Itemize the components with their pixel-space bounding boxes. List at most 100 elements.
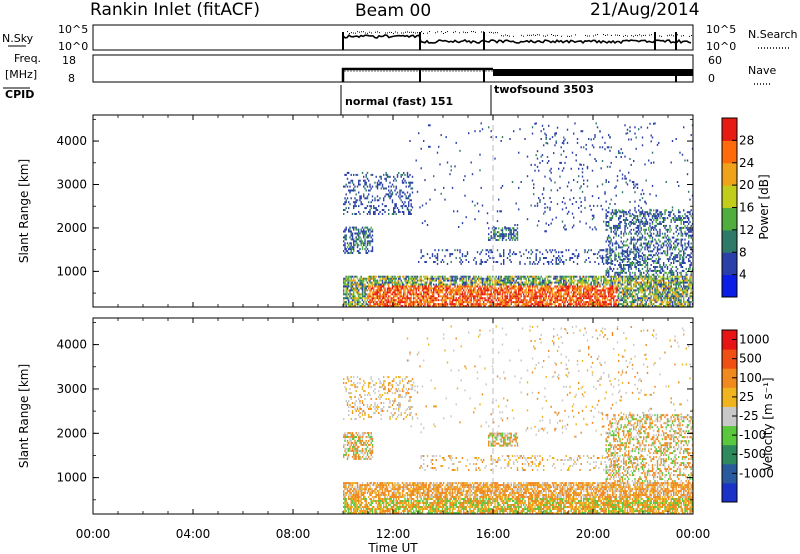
heatmap-cell xyxy=(500,279,502,282)
heatmap-cell xyxy=(535,301,537,304)
nsearch-dot xyxy=(553,34,554,36)
heatmap-cell xyxy=(470,295,472,298)
heatmap-cell xyxy=(370,297,372,300)
heatmap-cell xyxy=(671,279,674,282)
heatmap-cell xyxy=(533,285,535,288)
heatmap-cell xyxy=(490,299,492,302)
heatmap-cell xyxy=(399,189,401,192)
heatmap-cell xyxy=(631,305,634,307)
heatmap-cell xyxy=(479,293,481,296)
heatmap-cell xyxy=(624,297,626,300)
heatmap-cell xyxy=(535,293,537,296)
heatmap-cell xyxy=(464,293,466,296)
heatmap-cell xyxy=(550,261,552,263)
heatmap-cell xyxy=(534,291,536,294)
heatmap-cell xyxy=(564,301,566,304)
heatmap-cell xyxy=(633,248,635,251)
heatmap-cell xyxy=(590,305,592,307)
heatmap-cell xyxy=(394,283,396,286)
heatmap-cell xyxy=(611,215,614,218)
heatmap-cell xyxy=(503,251,505,254)
heatmap-cell xyxy=(411,289,414,292)
heatmap-cell xyxy=(475,285,477,288)
heatmap-cell xyxy=(516,227,519,230)
heatmap-cell xyxy=(641,299,644,302)
heatmap-cell xyxy=(394,205,396,208)
heatmap-cell xyxy=(406,171,409,174)
nsearch-dot xyxy=(463,31,464,33)
heatmap-cell xyxy=(368,236,370,239)
heatmap-cell xyxy=(570,301,572,304)
heatmap-cell xyxy=(368,242,370,245)
heatmap-cell xyxy=(640,213,642,216)
heatmap-cell xyxy=(416,299,419,302)
heatmap-cell xyxy=(396,173,399,176)
heatmap-cell xyxy=(649,293,651,296)
heatmap-cell xyxy=(378,297,380,300)
heatmap-cell xyxy=(523,291,525,294)
heatmap-cell xyxy=(469,285,471,288)
heatmap-cell xyxy=(540,297,542,300)
heatmap-cell xyxy=(653,279,655,282)
heatmap-cell xyxy=(656,301,659,304)
freq-tick-top: 18 xyxy=(62,54,76,67)
heatmap-cell xyxy=(400,281,402,284)
heatmap-cell xyxy=(344,283,346,286)
heatmap-cell xyxy=(365,181,367,184)
heatmap-cell xyxy=(560,291,562,294)
heatmap-cell xyxy=(463,297,465,300)
heatmap-cell xyxy=(391,277,394,280)
heatmap-cell xyxy=(643,224,645,227)
heatmap-cell xyxy=(578,301,580,304)
heatmap-cell xyxy=(398,287,400,290)
heatmap-cell xyxy=(638,277,640,280)
heatmap-cell xyxy=(551,297,554,300)
heatmap-cell xyxy=(510,235,512,238)
heatmap-cell xyxy=(511,239,514,241)
heatmap-cell xyxy=(345,199,347,202)
heatmap-cell xyxy=(445,289,447,292)
heatmap-cell xyxy=(596,301,599,304)
heatmap-cell xyxy=(571,275,574,278)
heatmap-cell xyxy=(364,305,366,307)
heatmap-cell xyxy=(595,277,597,280)
heatmap-cell xyxy=(675,277,677,280)
heatmap-cell xyxy=(600,305,602,307)
heatmap-cell xyxy=(639,213,641,216)
heatmap-cell xyxy=(599,255,601,258)
heatmap-cell xyxy=(634,266,636,268)
heatmap-cell xyxy=(376,181,379,184)
heatmap-cell xyxy=(583,279,585,282)
heatmap-cell xyxy=(603,301,605,304)
heatmap-cell xyxy=(650,232,652,235)
heatmap-cell xyxy=(438,283,440,286)
heatmap-cell xyxy=(369,293,371,296)
heatmap-cell xyxy=(419,283,421,286)
heatmap-cell xyxy=(669,305,671,307)
heatmap-cell xyxy=(434,297,436,300)
heatmap-cell xyxy=(614,271,616,274)
heatmap-cell xyxy=(614,228,616,231)
heatmap-cell xyxy=(683,295,685,298)
heatmap-cell xyxy=(483,279,485,282)
heatmap-cell xyxy=(405,301,407,304)
heatmap-cell xyxy=(388,275,390,278)
nsearch-dot xyxy=(495,32,496,34)
heatmap-cell xyxy=(440,283,442,286)
heatmap-cell xyxy=(369,295,371,298)
heatmap-cell xyxy=(509,297,511,300)
heatmap-cell xyxy=(435,277,437,280)
heatmap-cell xyxy=(346,303,349,306)
heatmap-cell xyxy=(689,303,691,306)
heatmap-cell xyxy=(393,185,395,188)
heatmap-cell xyxy=(373,283,375,286)
heatmap-cell xyxy=(510,237,512,240)
heatmap-cell xyxy=(670,295,672,298)
heatmap-cell xyxy=(481,283,484,286)
heatmap-cell xyxy=(361,277,364,280)
heatmap-cell xyxy=(363,277,365,280)
heatmap-cell xyxy=(609,279,611,282)
heatmap-cell xyxy=(559,303,561,306)
heatmap-cell xyxy=(608,273,610,276)
heatmap-cell xyxy=(531,289,534,292)
